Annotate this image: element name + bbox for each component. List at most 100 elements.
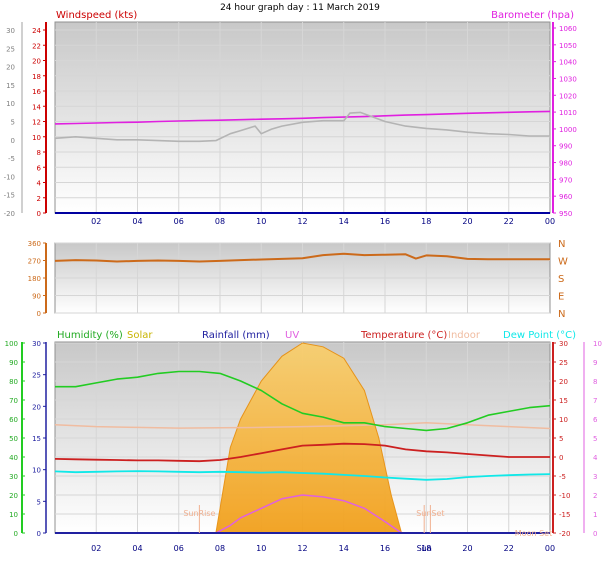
temp-x-tick-10: 10 xyxy=(256,544,266,553)
direction-tick-180: 180 xyxy=(28,275,41,283)
legend-6: Dew Point (°C) xyxy=(503,330,576,341)
wind-tick-22: 22 xyxy=(32,42,41,50)
direction-tick-360: 360 xyxy=(28,240,41,248)
windspeed-line xyxy=(54,111,550,143)
uv-tick-10: 10 xyxy=(593,340,602,348)
humidity-tick-30: 30 xyxy=(9,473,18,481)
dew-point-c-line xyxy=(54,470,551,481)
temp-x-tick-02: 02 xyxy=(91,544,101,553)
humidity-tick-10: 10 xyxy=(9,511,18,519)
uv-line xyxy=(215,494,402,534)
temperature-tick-5: 5 xyxy=(559,435,563,443)
wind-x-tick-16: 16 xyxy=(380,217,390,226)
temperature-tick--10: -10 xyxy=(559,492,570,500)
uv-tick-6: 6 xyxy=(593,416,598,424)
barometer-tick-970: 970 xyxy=(559,176,572,184)
temperature-tick-10: 10 xyxy=(559,416,568,424)
legend-3: UV xyxy=(285,330,299,341)
barometer-axis-label: Barometer (hpa) xyxy=(491,10,574,21)
outer-tick-20: 20 xyxy=(6,64,15,72)
outer-tick-5: 5 xyxy=(11,119,15,127)
rain-tick-25: 25 xyxy=(32,372,41,380)
rain-tick-10: 10 xyxy=(32,467,41,475)
humidity-tick-50: 50 xyxy=(9,435,18,443)
wind-x-tick-00: 00 xyxy=(545,217,555,226)
outer-tick-10: 10 xyxy=(6,100,15,108)
wind-x-tick-20: 20 xyxy=(462,217,472,226)
legend-0: Humidity (%) xyxy=(57,330,123,341)
wind-x-tick-02: 02 xyxy=(91,217,101,226)
legend-2: Rainfall (mm) xyxy=(202,330,270,341)
annotation-sunset: SunSet xyxy=(416,509,444,518)
outer-tick--10: -10 xyxy=(4,173,15,181)
wind-x-tick-06: 06 xyxy=(174,217,184,226)
outer-tick-30: 30 xyxy=(6,27,15,35)
temp-x-tick-08: 08 xyxy=(215,544,225,553)
uv-tick-9: 9 xyxy=(593,359,597,367)
barometer-tick-960: 960 xyxy=(559,193,572,201)
wind-tick-6: 6 xyxy=(37,164,42,172)
wind-x-tick-22: 22 xyxy=(504,217,514,226)
barometer-tick-1060: 1060 xyxy=(559,25,577,33)
temp-x-tick-00: 00 xyxy=(545,544,555,553)
wind-direction-line xyxy=(54,252,550,263)
humidity-tick-40: 40 xyxy=(9,454,18,462)
wind-tick-2: 2 xyxy=(37,195,41,203)
temperature-tick-20: 20 xyxy=(559,378,568,386)
wind-x-tick-12: 12 xyxy=(297,217,307,226)
barometer-tick-990: 990 xyxy=(559,143,572,151)
direction-label-1: W xyxy=(558,257,568,268)
direction-label-4: N xyxy=(558,309,565,320)
humidity-tick-20: 20 xyxy=(9,492,18,500)
wind-tick-14: 14 xyxy=(32,103,41,111)
legend-1: Solar xyxy=(127,330,153,341)
wind-tick-4: 4 xyxy=(37,180,42,188)
uv-tick-8: 8 xyxy=(593,378,597,386)
uv-tick-4: 4 xyxy=(593,454,598,462)
wind-x-tick-18: 18 xyxy=(421,217,431,226)
temperature-tick--20: -20 xyxy=(559,530,570,538)
barometer-tick-980: 980 xyxy=(559,160,572,168)
wind-x-tick-04: 04 xyxy=(132,217,142,226)
outer-tick--5: -5 xyxy=(8,155,15,163)
outer-tick-0: 0 xyxy=(11,137,15,145)
outer-tick-15: 15 xyxy=(6,82,15,90)
uv-tick-0: 0 xyxy=(593,530,597,538)
rain-tick-0: 0 xyxy=(37,530,41,538)
wind-tick-18: 18 xyxy=(32,73,41,81)
chart-title: 24 hour graph day : 11 March 2019 xyxy=(220,3,380,13)
temperature-tick-15: 15 xyxy=(559,397,568,405)
wind-x-tick-14: 14 xyxy=(339,217,349,226)
temperature-tick--5: -5 xyxy=(559,473,566,481)
uv-tick-2: 2 xyxy=(593,492,597,500)
annotation-sun: Sun xyxy=(417,544,432,553)
wind-tick-16: 16 xyxy=(32,88,41,96)
temperature-c-line xyxy=(54,442,550,463)
temp-x-tick-18: 18 xyxy=(421,544,431,553)
temperature-tick-25: 25 xyxy=(559,359,568,367)
uv-tick-3: 3 xyxy=(593,473,597,481)
annotation-moon-set: Moon Set xyxy=(515,529,552,538)
direction-label-3: E xyxy=(558,292,564,303)
humidity-tick-100: 100 xyxy=(5,340,18,348)
barometer-tick-1040: 1040 xyxy=(559,59,577,67)
wind-tick-24: 24 xyxy=(32,27,41,35)
wind-tick-12: 12 xyxy=(32,119,41,127)
wind-x-tick-10: 10 xyxy=(256,217,266,226)
outer-tick-25: 25 xyxy=(6,45,15,53)
uv-tick-7: 7 xyxy=(593,397,597,405)
wind-x-tick-08: 08 xyxy=(215,217,225,226)
outer-tick--15: -15 xyxy=(4,192,15,200)
wind-tick-10: 10 xyxy=(32,134,41,142)
uv-tick-5: 5 xyxy=(593,435,597,443)
barometer-tick-1010: 1010 xyxy=(559,109,577,117)
direction-tick-270: 270 xyxy=(28,258,41,266)
indoor-line xyxy=(54,422,551,430)
direction-tick-90: 90 xyxy=(32,293,41,301)
humidity-tick-80: 80 xyxy=(9,378,18,386)
temp-x-tick-04: 04 xyxy=(132,544,142,553)
barometer-hpa-line xyxy=(54,110,551,125)
barometer-tick-1000: 1000 xyxy=(559,126,577,134)
barometer-tick-1020: 1020 xyxy=(559,92,577,100)
legend-4: Temperature (°C) xyxy=(360,330,447,341)
